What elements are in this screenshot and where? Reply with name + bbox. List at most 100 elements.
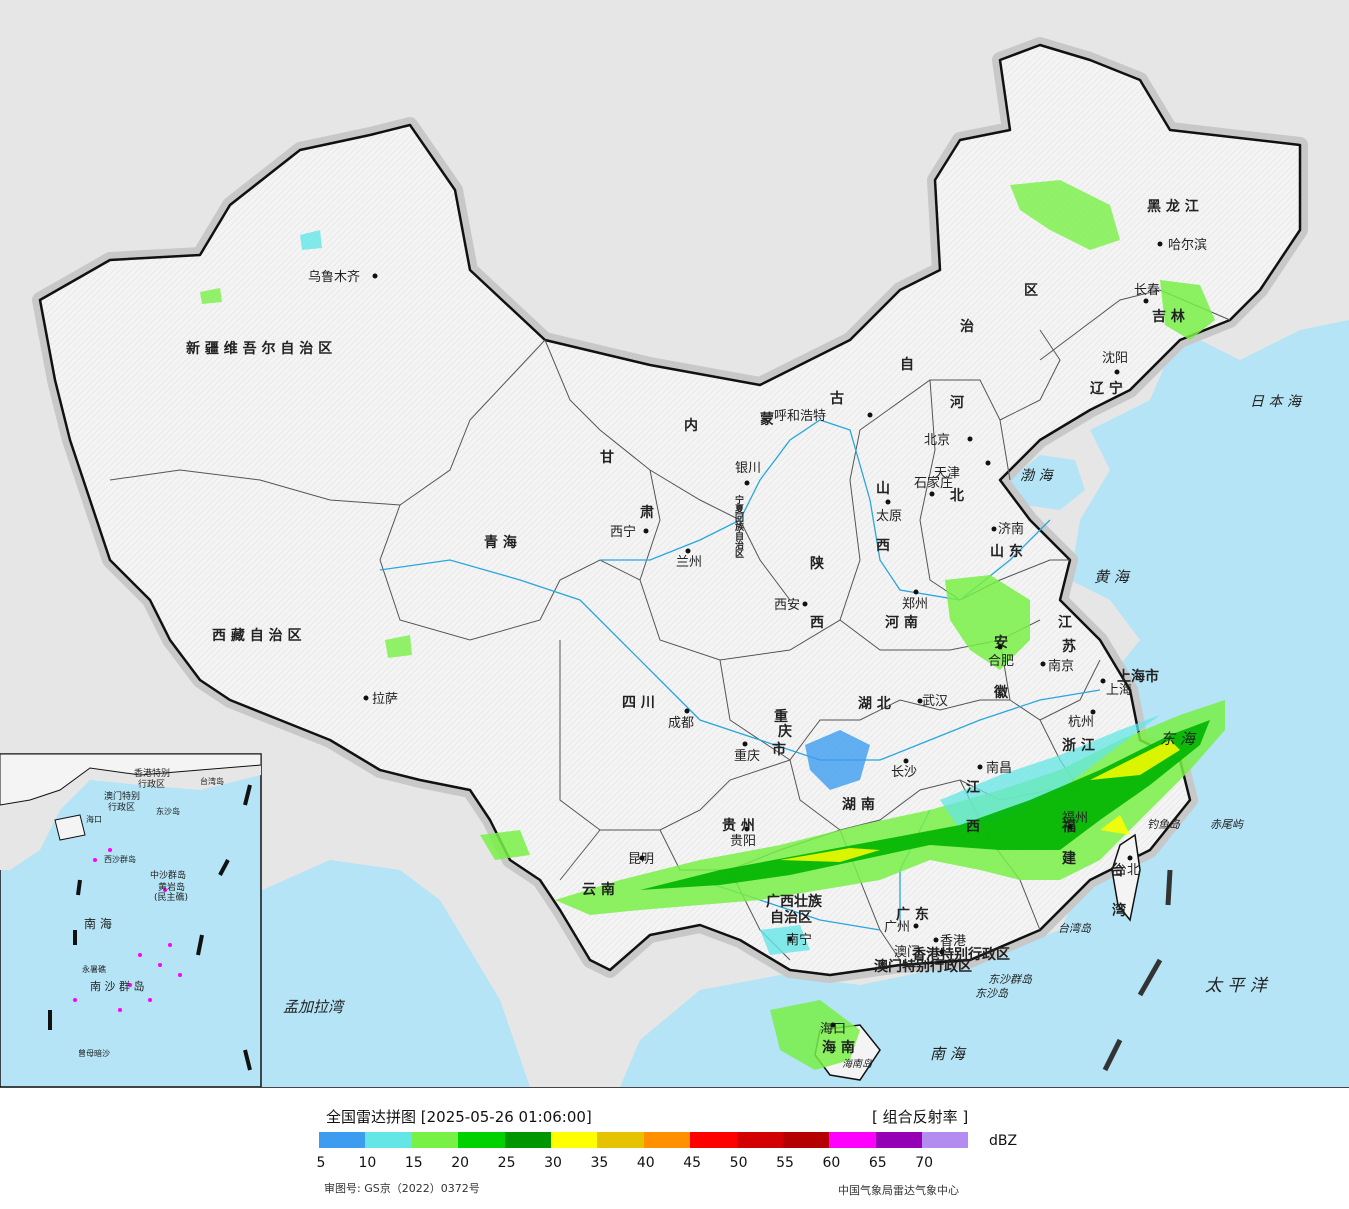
city-label: 海口 — [820, 1022, 846, 1037]
province-label: 江 — [1058, 614, 1072, 631]
city-label: 贵阳 — [730, 834, 756, 849]
city-marker — [830, 1022, 836, 1028]
sea-labels: 日 本 海渤 海黄 海东 海太 平 洋南 海 孟加拉湾 台湾岛 钓鱼岛 赤尾屿东沙群岛东… — [283, 394, 1303, 1070]
city-label: 石家庄 — [914, 475, 953, 491]
city-label: 呼和浩特 — [774, 409, 826, 424]
province-label: 河 — [950, 394, 964, 411]
city-label: 兰州 — [676, 555, 702, 570]
city-label: 广州 — [884, 920, 910, 935]
inset-label: 中沙群岛 — [150, 869, 186, 881]
scale-swatch — [550, 1132, 598, 1148]
city-marker — [685, 548, 691, 554]
scale-tick-label: 30 — [544, 1155, 562, 1171]
city-label: 武汉 — [922, 694, 948, 709]
scale-tick-label: 35 — [590, 1155, 609, 1171]
scale-swatch — [736, 1132, 783, 1148]
province-label: 湾 — [1112, 902, 1126, 919]
province-label: 甘 — [600, 449, 614, 466]
province-label: 贵 州 — [722, 817, 755, 834]
sea-label: 黄 海 — [1094, 568, 1131, 586]
city-label: 香港 — [940, 934, 966, 949]
inset-label: (民主礁) — [154, 891, 188, 903]
province-label: 台 — [1110, 862, 1124, 879]
product-name: [ 组合反射率 ] — [872, 1108, 969, 1126]
city-marker — [802, 601, 808, 607]
city-marker — [913, 923, 919, 929]
sea-label: 东 海 — [1160, 730, 1197, 748]
province-label: 四 川 — [622, 695, 655, 711]
scale-swatch — [458, 1132, 505, 1148]
inset-label: 南 沙 群 岛 — [90, 979, 145, 993]
province-label: 湖 南 — [842, 796, 875, 813]
province-label: 西 — [966, 819, 980, 835]
scale-swatch — [411, 1132, 459, 1148]
city-label: 银川 — [735, 461, 761, 476]
city-marker — [639, 855, 645, 861]
echo-heilongjiang — [1010, 180, 1120, 250]
city-label: 成都 — [668, 716, 694, 731]
scale-swatch — [597, 1132, 644, 1148]
scale-tick-label: 25 — [497, 1155, 516, 1171]
scale-swatch — [365, 1132, 412, 1148]
city-label: 郑州 — [902, 597, 928, 612]
province-label: 江 — [966, 779, 980, 796]
province-label: 广西壮族 — [766, 893, 823, 910]
province-label: 辽 宁 — [1090, 380, 1123, 397]
city-marker — [967, 436, 973, 442]
sea-label: 太 平 洋 — [1205, 976, 1269, 996]
province-label: 治 — [960, 318, 974, 335]
city-label: 哈尔滨 — [1168, 237, 1207, 253]
inset-label: 西沙群岛 — [104, 854, 136, 864]
inset-label: 黄岩岛 — [158, 881, 185, 893]
province-label: 市 — [772, 741, 786, 758]
sea-label: 日 本 海 — [1250, 394, 1303, 410]
city-marker — [939, 949, 945, 955]
province-label: 安 — [994, 634, 1008, 651]
city-label: 西安 — [774, 598, 800, 613]
radar-echoes — [200, 180, 1225, 1070]
echo-xinjiang-1 — [300, 230, 322, 250]
city-marker — [903, 758, 909, 764]
scale-tick-label: 40 — [636, 1155, 655, 1171]
city-label: 拉萨 — [372, 692, 398, 707]
taiwan-island — [1111, 833, 1141, 922]
city-marker — [1040, 661, 1046, 667]
city-marker — [684, 708, 690, 714]
province-label: 湖 北 — [858, 696, 891, 712]
city-label: 台北 — [1114, 863, 1140, 878]
city-label: 沈阳 — [1102, 351, 1128, 366]
scale-tick-label: 65 — [868, 1155, 887, 1171]
inset-label: 海口 — [86, 814, 102, 824]
unit-label: dBZ — [988, 1133, 1018, 1149]
city-marker — [744, 480, 750, 486]
south-china-sea-inset — [0, 753, 262, 1087]
echo-wuhan — [805, 730, 870, 790]
echo-band-blue — [940, 715, 1160, 830]
scale-tick-label: 60 — [822, 1155, 841, 1171]
province-label: 上海市 — [1117, 668, 1159, 685]
city-marker — [933, 937, 939, 943]
inset-label: 永暑礁 — [82, 964, 106, 974]
inset-label: 澳门特别 — [104, 790, 140, 802]
color-scale — [319, 1132, 969, 1148]
scale-tick-label: 45 — [683, 1155, 702, 1171]
sea-label: 台湾岛 — [1058, 922, 1092, 935]
province-label: 香港特别行政区 — [911, 946, 1010, 963]
city-label: 合肥 — [988, 654, 1014, 669]
city-labels: 乌鲁木齐拉萨西宁兰州银川呼和浩特北京天津石家庄太原济南郑州西安成都重庆武汉合肥南… — [308, 237, 1207, 1037]
inset-label: 行政区 — [138, 778, 165, 790]
city-marker — [997, 644, 1003, 650]
city-label: 天津 — [934, 466, 960, 481]
province-label: 庆 — [778, 723, 792, 740]
city-marker — [742, 741, 748, 747]
province-label: 山 东 — [990, 543, 1023, 560]
province-label: 宁夏回族自治区 — [733, 494, 745, 558]
province-label: 澳门特别行政区 — [874, 958, 972, 975]
city-label: 北京 — [924, 433, 950, 448]
china-land — [38, 43, 1302, 977]
legend-panel: 全国雷达拼图 [2025-05-26 01:06:00] [ 组合反射率 ] d… — [0, 1087, 1349, 1209]
echo-tibet — [385, 635, 412, 658]
inset-label: 南 海 — [84, 916, 112, 931]
province-label: 北 — [950, 488, 964, 504]
